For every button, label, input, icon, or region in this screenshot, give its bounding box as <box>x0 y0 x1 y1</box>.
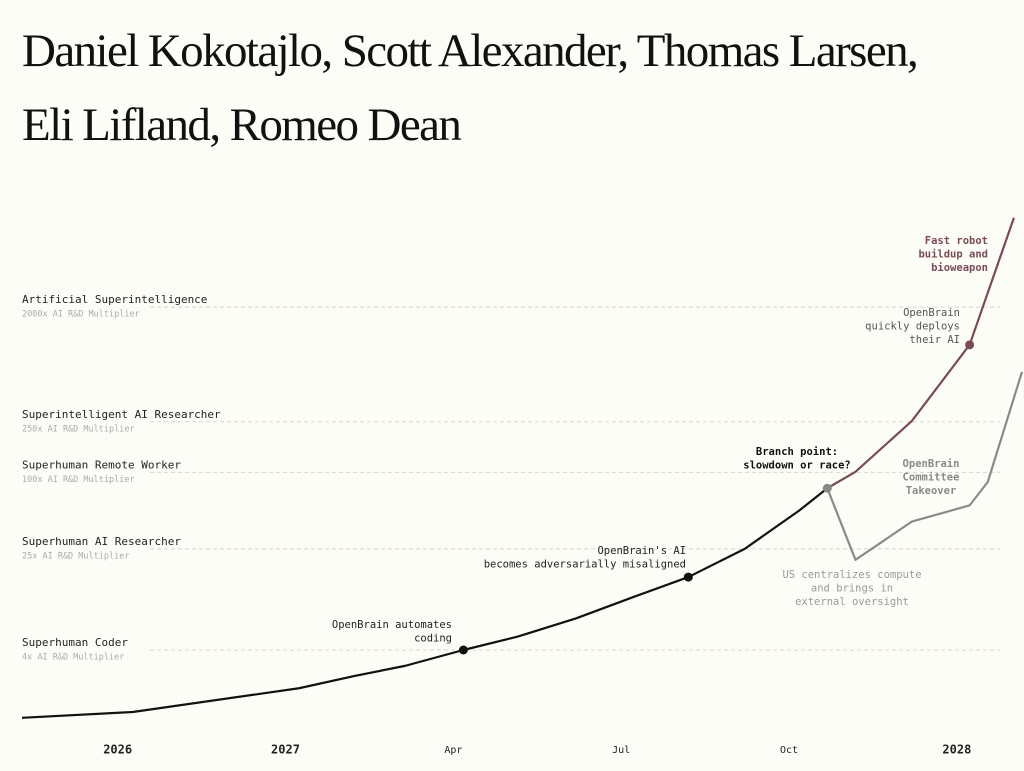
x-tick-label: 2027 <box>271 743 300 757</box>
line-series <box>21 487 828 719</box>
y-tick-label: Superhuman Coder <box>22 636 128 649</box>
x-tick-label: Apr <box>444 745 462 756</box>
authors-line: Daniel Kokotajlo, Scott Alexander, Thoma… <box>22 25 919 77</box>
y-tick-note: 4x AI R&D Multiplier <box>22 653 124 663</box>
annotation: quickly deploys <box>865 321 960 333</box>
annotation: OpenBrain automates <box>332 619 452 631</box>
x-tick-label: 2026 <box>103 743 132 757</box>
y-tick-label: Superhuman AI Researcher <box>22 535 181 548</box>
annotation: Takeover <box>906 485 957 497</box>
line-series <box>826 217 1015 490</box>
annotation: and brings in <box>811 583 893 595</box>
y-tick-note: 250x AI R&D Multiplier <box>22 424 135 434</box>
y-tick-label: Artificial Superintelligence <box>22 293 207 306</box>
annotation: US centralizes compute <box>782 569 921 581</box>
y-tick-label: Superintelligent AI Researcher <box>22 408 221 421</box>
annotation: external oversight <box>795 596 909 608</box>
authors: Daniel Kokotajlo, Scott Alexander, Thoma… <box>22 14 919 162</box>
annotation: OpenBrain's AI <box>597 545 686 557</box>
annotation: Fast robot <box>925 235 988 247</box>
authors-line: Eli Lifland, Romeo Dean <box>22 99 462 151</box>
x-tick-label: Oct <box>780 745 798 756</box>
annotation: coding <box>414 633 452 645</box>
y-tick-note: 25x AI R&D Multiplier <box>22 551 129 561</box>
annotation: slowdown or race? <box>743 460 850 472</box>
y-tick-label: Superhuman Remote Worker <box>22 458 181 471</box>
event-dot <box>822 483 832 493</box>
annotation: Committee <box>903 472 960 484</box>
annotation: buildup and <box>918 249 988 261</box>
x-tick-label: 2028 <box>942 743 971 757</box>
y-tick-note: 100x AI R&D Multiplier <box>22 475 135 485</box>
line-series <box>826 371 1024 561</box>
event-dot <box>683 572 693 582</box>
x-tick-label: Jul <box>612 745 630 756</box>
y-tick-note: 2000x AI R&D Multiplier <box>22 310 140 320</box>
annotation: their AI <box>909 334 960 346</box>
annotation: becomes adversarially misaligned <box>484 559 686 571</box>
event-dot <box>458 645 468 655</box>
event-dot <box>965 340 975 350</box>
annotation: OpenBrain <box>903 307 960 319</box>
annotation: OpenBrain <box>903 458 960 470</box>
annotation: Branch point: <box>756 446 838 458</box>
annotation: bioweapon <box>931 262 988 274</box>
